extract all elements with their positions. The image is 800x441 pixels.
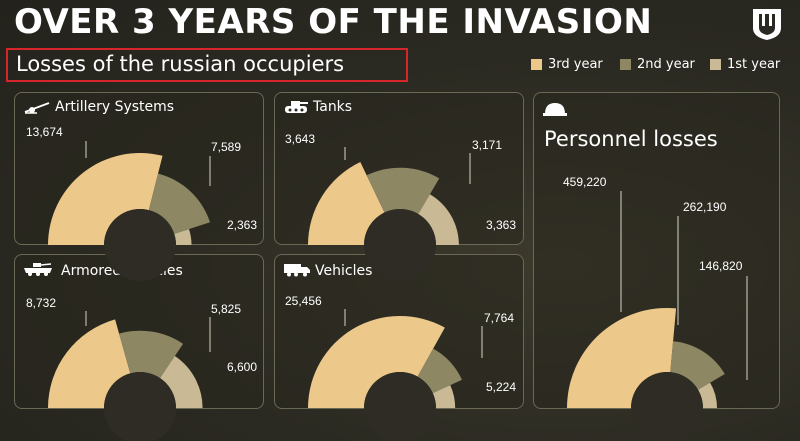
slice-artillery-3rd-year [48, 153, 163, 245]
data-label-vehicles-3rd-year: 25,456 [285, 294, 322, 308]
legend-label: 3rd year [548, 56, 603, 72]
subtitle-highlight-box: Losses of the russian occupiers [6, 48, 408, 82]
donut-hole-armored-vehicles [104, 372, 176, 441]
helmet-icon [543, 103, 567, 116]
data-label-artillery-1st-year: 2,363 [227, 218, 257, 232]
legend-item-3rd-year: 3rd year [531, 56, 603, 72]
slice-tanks-2nd-year [366, 167, 440, 214]
data-label-armored-vehicles-1st-year: 6,600 [227, 360, 257, 374]
slice-vehicles-2nd-year [417, 348, 462, 394]
slice-tanks-3rd-year [308, 162, 385, 245]
donut-hole-artillery [104, 209, 176, 281]
data-label-personnel-2nd-year: 262,190 [683, 200, 727, 214]
subtitle: Losses of the russian occupiers [16, 52, 345, 76]
slice-personnel-2nd-year [670, 341, 725, 390]
slice-personnel-1st-year [698, 382, 717, 408]
trident-icon [753, 9, 781, 40]
data-label-armored-vehicles-3rd-year: 8,732 [26, 296, 56, 310]
slice-artillery-1st-year [174, 229, 192, 245]
data-label-personnel-1st-year: 146,820 [699, 259, 743, 273]
donut-hole-vehicles [364, 372, 436, 441]
donut-hole-personnel [631, 372, 703, 441]
panel-title-personnel: Personnel losses [544, 127, 718, 151]
slice-artillery-2nd-year [148, 173, 210, 234]
page-title: OVER 3 YEARS OF THE INVASION [14, 2, 653, 42]
legend-item-1st-year: 1st year [710, 56, 780, 72]
legend-label: 1st year [727, 56, 781, 72]
legend-swatch [710, 58, 721, 70]
legend-item-2nd-year: 2nd year [620, 56, 695, 72]
data-label-tanks-3rd-year: 3,643 [285, 132, 315, 146]
data-label-vehicles-2nd-year: 7,764 [484, 311, 514, 325]
artillery-icon [24, 102, 50, 114]
legend-swatch [620, 58, 631, 70]
slice-armored-vehicles-2nd-year [119, 330, 184, 379]
slice-vehicles-1st-year [432, 385, 456, 408]
armored-vehicle-icon [24, 263, 52, 276]
panel-title-artillery: Artillery Systems [55, 99, 175, 115]
data-label-vehicles-1st-year: 5,224 [486, 380, 516, 394]
slice-vehicles-3rd-year [308, 316, 445, 408]
panel-title-tanks: Tanks [313, 99, 353, 115]
tank-icon [285, 101, 308, 113]
slice-tanks-1st-year [418, 194, 459, 245]
data-label-artillery-3rd-year: 13,674 [26, 125, 63, 139]
legend-label: 2nd year [637, 56, 695, 72]
slice-armored-vehicles-1st-year [160, 356, 203, 408]
panel-title-vehicles: Vehicles [315, 263, 373, 279]
data-label-tanks-2nd-year: 3,171 [472, 138, 502, 152]
data-label-tanks-1st-year: 3,363 [486, 218, 516, 232]
donut-hole-tanks [364, 209, 436, 281]
slice-personnel-3rd-year [567, 308, 677, 408]
data-label-personnel-3rd-year: 459,220 [563, 175, 607, 189]
legend-swatch [531, 58, 542, 70]
slice-armored-vehicles-3rd-year [48, 319, 131, 408]
data-label-artillery-2nd-year: 7,589 [211, 140, 241, 154]
data-label-armored-vehicles-2nd-year: 5,825 [211, 302, 241, 316]
truck-icon [284, 264, 310, 277]
